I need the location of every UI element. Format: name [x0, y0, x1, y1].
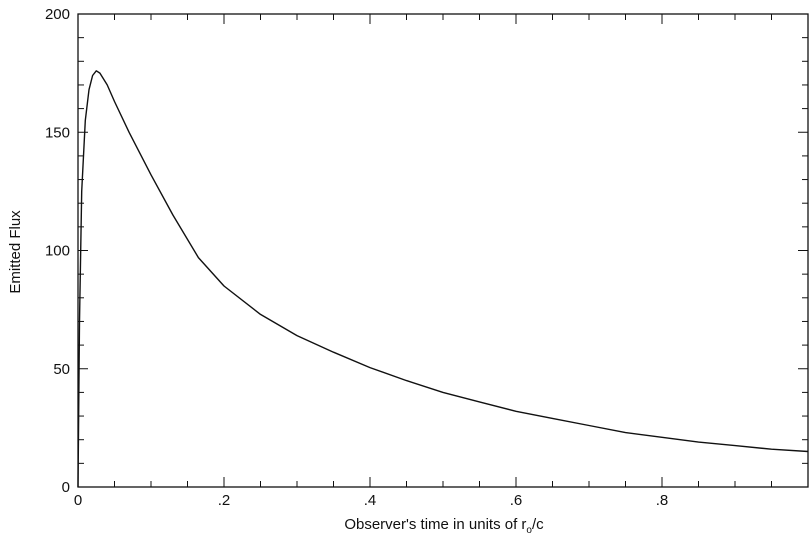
- x-tick-label: 0: [74, 492, 82, 509]
- y-axis-label: Emitted Flux: [7, 210, 24, 294]
- x-tick-label: .6: [510, 492, 523, 509]
- axis-ticks: [77, 13, 809, 488]
- x-tick-label: .2: [218, 492, 231, 509]
- y-tick-label: 0: [62, 479, 70, 496]
- series-line-0: [77, 70, 809, 488]
- x-axis-label: Observer's time in units of ro/c: [344, 516, 544, 536]
- y-tick-label: 150: [45, 124, 70, 141]
- plot-frame: [77, 13, 809, 488]
- y-tick-label: 200: [45, 6, 70, 23]
- y-tick-label: 100: [45, 243, 70, 260]
- y-tick-label: 50: [53, 361, 70, 378]
- x-tick-label: .4: [364, 492, 377, 509]
- tick-labels: 0 .2 .4 .6 .8 0 50 100 150 200: [45, 6, 668, 509]
- x-tick-label: .8: [656, 492, 669, 509]
- series-group: [77, 70, 809, 488]
- plot-border: [77, 13, 809, 488]
